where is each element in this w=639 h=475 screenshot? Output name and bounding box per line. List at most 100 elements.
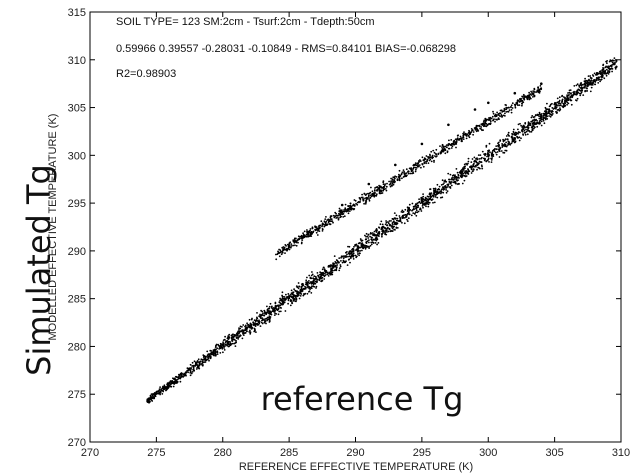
scatter-point bbox=[363, 193, 366, 195]
scatter-point bbox=[554, 105, 557, 108]
scatter-point bbox=[391, 218, 394, 220]
scatter-point bbox=[385, 233, 388, 236]
scatter-point bbox=[218, 346, 221, 349]
scatter-point bbox=[548, 109, 551, 112]
scatter-point bbox=[584, 89, 587, 92]
scatter-point bbox=[597, 76, 600, 79]
scatter-point bbox=[484, 153, 486, 156]
scatter-point bbox=[495, 114, 498, 117]
scatter-point bbox=[602, 67, 605, 70]
scatter-point bbox=[510, 111, 513, 114]
scatter-point bbox=[469, 166, 471, 168]
scatter-point bbox=[316, 234, 319, 236]
scatter-point bbox=[330, 218, 332, 221]
scatter-point bbox=[473, 160, 476, 163]
scatter-point bbox=[365, 235, 367, 238]
scatter-point bbox=[416, 211, 419, 214]
scatter-point bbox=[373, 194, 376, 197]
scatter-point bbox=[338, 210, 341, 213]
scatter-point bbox=[281, 302, 284, 304]
scatter-point bbox=[457, 183, 459, 186]
scatter-point bbox=[513, 133, 517, 136]
x-tick-label: 310 bbox=[612, 447, 630, 459]
x-tick-label: 290 bbox=[346, 447, 364, 459]
scatter-point bbox=[364, 246, 367, 249]
scatter-point bbox=[385, 220, 387, 222]
scatter-point bbox=[176, 381, 179, 383]
scatter-point bbox=[497, 142, 499, 145]
scatter-point bbox=[331, 273, 334, 276]
scatter-point bbox=[580, 87, 583, 90]
scatter-point bbox=[521, 102, 523, 105]
scatter-point bbox=[507, 134, 510, 137]
scatter-point bbox=[322, 272, 325, 275]
scatter-point bbox=[403, 173, 406, 175]
scatter-point bbox=[566, 97, 570, 101]
scatter-point bbox=[320, 272, 322, 274]
scatter-point bbox=[448, 147, 451, 150]
scatter-point bbox=[193, 369, 195, 372]
scatter-point bbox=[337, 261, 340, 263]
scatter-point bbox=[349, 252, 351, 255]
y-tick-label: 295 bbox=[68, 198, 86, 210]
scatter-point bbox=[450, 178, 452, 181]
scatter-point bbox=[228, 345, 231, 348]
scatter-point bbox=[329, 270, 332, 273]
scatter-point bbox=[418, 164, 421, 167]
scatter-point bbox=[434, 196, 437, 198]
scatter-point bbox=[507, 140, 510, 143]
scatter-point bbox=[594, 83, 597, 86]
scatter-point bbox=[369, 235, 371, 238]
scatter-point bbox=[391, 182, 394, 185]
scatter-point bbox=[333, 269, 336, 272]
scatter-point bbox=[279, 251, 282, 254]
scatter-point bbox=[326, 271, 329, 274]
scatter-point bbox=[435, 148, 438, 151]
scatter-point bbox=[490, 159, 493, 161]
scatter-point bbox=[159, 391, 162, 394]
scatter-point bbox=[400, 172, 403, 175]
scatter-point bbox=[570, 94, 573, 96]
scatter-point bbox=[604, 73, 606, 75]
scatter-point bbox=[522, 128, 525, 131]
scatter-point bbox=[376, 229, 378, 232]
scatter-point bbox=[330, 215, 332, 218]
scatter-point bbox=[521, 129, 523, 131]
scatter-point bbox=[332, 221, 334, 224]
scatter-point bbox=[148, 397, 151, 401]
scatter-point bbox=[279, 304, 282, 307]
scatter-point bbox=[561, 100, 563, 103]
scatter-point bbox=[356, 201, 359, 204]
scatter-point bbox=[461, 182, 464, 185]
scatter-point bbox=[557, 102, 560, 105]
scatter-point bbox=[476, 158, 479, 161]
scatter-point bbox=[370, 243, 373, 246]
scatter-point bbox=[467, 168, 469, 170]
scatter-point bbox=[391, 222, 394, 225]
scatter-point bbox=[294, 244, 296, 247]
scatter-point bbox=[215, 345, 217, 347]
scatter-point bbox=[455, 168, 458, 170]
scatter-point bbox=[349, 206, 352, 209]
scatter-point bbox=[341, 261, 344, 264]
scatter-point bbox=[349, 204, 352, 207]
scatter-point bbox=[266, 318, 269, 321]
scatter-point bbox=[309, 229, 311, 232]
scatter-point bbox=[611, 70, 613, 73]
scatter-point bbox=[605, 68, 608, 71]
scatter-point bbox=[305, 283, 308, 285]
scatter-point bbox=[283, 246, 286, 249]
scatter-point bbox=[589, 76, 592, 79]
scatter-point bbox=[462, 138, 465, 141]
scatter-point bbox=[192, 366, 195, 369]
scatter-point bbox=[202, 364, 204, 366]
scatter-point bbox=[442, 145, 445, 148]
scatter-point bbox=[440, 184, 443, 186]
scatter-point bbox=[329, 216, 332, 219]
scatter-point bbox=[221, 347, 224, 350]
scatter-point bbox=[432, 187, 435, 190]
scatter-point bbox=[520, 97, 522, 100]
scatter-point bbox=[509, 143, 512, 146]
scatter-point bbox=[438, 185, 441, 188]
scatter-point bbox=[567, 94, 570, 97]
